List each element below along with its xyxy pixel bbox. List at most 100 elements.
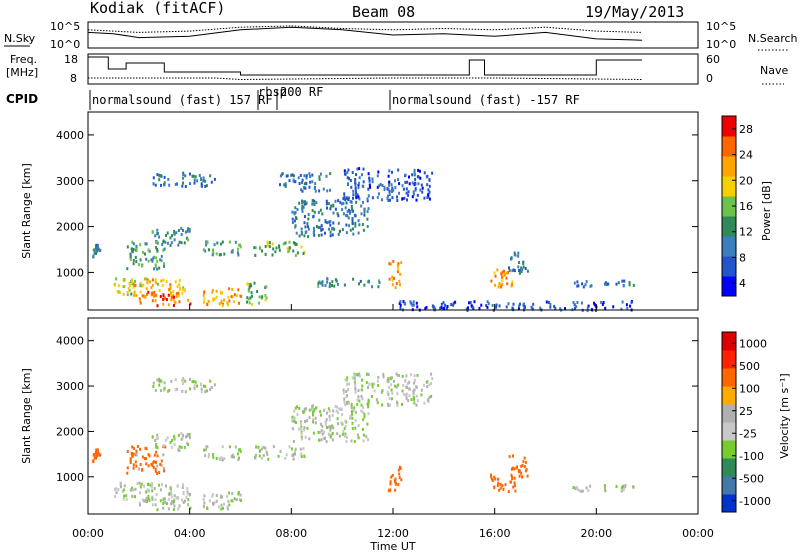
- velocity-cell: [416, 399, 419, 403]
- power-cell: [388, 189, 391, 193]
- power-cell: [313, 187, 316, 190]
- velocity-cell: [324, 436, 326, 440]
- velocity-cell: [354, 387, 357, 391]
- velocity-cell: [413, 378, 416, 382]
- velocity-cell: [515, 466, 518, 470]
- power-cell: [582, 285, 585, 289]
- power-cell: [329, 282, 331, 286]
- power-cell: [284, 183, 287, 187]
- power-cell: [621, 279, 624, 283]
- velocity-cell: [346, 382, 348, 386]
- velocity-cell: [304, 420, 306, 423]
- velocity-cell: [498, 488, 501, 492]
- velocity-cell: [312, 431, 315, 435]
- power-cell: [300, 230, 303, 234]
- power-cell: [302, 200, 305, 204]
- power-cell: [305, 174, 308, 178]
- power-cell: [336, 282, 339, 286]
- power-cell: [391, 190, 393, 193]
- colorbar-swatch: [722, 236, 736, 257]
- power-cell: [351, 207, 353, 211]
- power-cell: [231, 295, 234, 299]
- velocity-cell: [97, 452, 100, 456]
- velocity-cell: [302, 410, 305, 414]
- velocity-cell: [159, 499, 162, 503]
- power-cell: [275, 246, 278, 250]
- velocity-cell: [501, 484, 504, 488]
- power-cell: [326, 277, 329, 281]
- velocity-cell: [219, 494, 222, 498]
- velocity-cell: [299, 447, 302, 451]
- power-cell: [352, 189, 355, 193]
- velocity-cell: [233, 455, 236, 459]
- power-cell: [500, 272, 503, 276]
- power-cell: [355, 200, 358, 204]
- power-cell: [376, 174, 379, 178]
- power-cell: [508, 269, 511, 273]
- power-cell: [523, 302, 525, 306]
- power-cell: [524, 267, 527, 270]
- power-cell: [312, 231, 315, 235]
- power-cell: [313, 203, 316, 206]
- power-cell: [388, 169, 391, 173]
- power-cell: [202, 179, 205, 183]
- power-cell: [175, 182, 178, 186]
- velocity-cell: [376, 401, 379, 405]
- power-cell: [490, 279, 493, 283]
- velocity-cell: [308, 437, 311, 441]
- power-cell: [354, 221, 357, 225]
- velocity-cell: [350, 405, 353, 409]
- velocity-cell: [169, 487, 172, 491]
- power-cell: [392, 188, 395, 192]
- power-cell: [388, 193, 391, 196]
- power-cell: [362, 185, 365, 188]
- velocity-cell: [336, 405, 338, 409]
- velocity-cell: [306, 419, 309, 423]
- velocity-cell: [212, 453, 214, 457]
- velocity-cell: [171, 438, 173, 442]
- velocity-cell: [328, 414, 331, 418]
- power-cell: [337, 232, 340, 236]
- power-cell: [539, 306, 542, 310]
- velocity-cell: [520, 471, 523, 475]
- velocity-cell: [413, 388, 416, 392]
- power-cell: [159, 295, 162, 298]
- power-cell: [288, 240, 291, 244]
- velocity-cell: [155, 445, 158, 449]
- power-cell: [626, 306, 629, 310]
- power-cell: [156, 228, 159, 232]
- power-cell: [333, 284, 336, 288]
- velocity-cell: [221, 445, 224, 449]
- velocity-cell: [401, 389, 404, 393]
- velocity-cell: [181, 379, 184, 383]
- power-cell: [503, 269, 505, 273]
- x-tick-label: 00:00: [682, 527, 714, 540]
- velocity-cell: [148, 454, 151, 458]
- power-cell: [325, 202, 328, 206]
- power-cell: [332, 221, 335, 225]
- velocity-cell: [380, 390, 383, 394]
- velocity-cell: [152, 384, 155, 388]
- velocity-cell: [390, 388, 393, 392]
- velocity-cell: [134, 487, 137, 491]
- colorbar-tick-label: 8: [739, 251, 746, 264]
- velocity-cell: [150, 462, 153, 466]
- power-cell: [486, 300, 489, 304]
- velocity-cell: [300, 427, 303, 431]
- power-cell: [301, 189, 304, 193]
- power-cell: [185, 236, 188, 240]
- velocity-cell: [156, 378, 159, 382]
- power-cell: [311, 202, 314, 206]
- velocity-cell: [158, 383, 161, 387]
- power-cell: [327, 227, 330, 231]
- velocity-cell: [351, 412, 353, 416]
- power-cell: [564, 307, 566, 311]
- power-cell: [264, 298, 267, 302]
- velocity-cell: [147, 497, 150, 501]
- velocity-cell: [151, 464, 154, 468]
- power-cell: [164, 296, 167, 300]
- velocity-cell: [177, 495, 180, 499]
- power-cell: [203, 297, 206, 301]
- power-cell: [327, 202, 330, 206]
- velocity-cell: [416, 373, 419, 377]
